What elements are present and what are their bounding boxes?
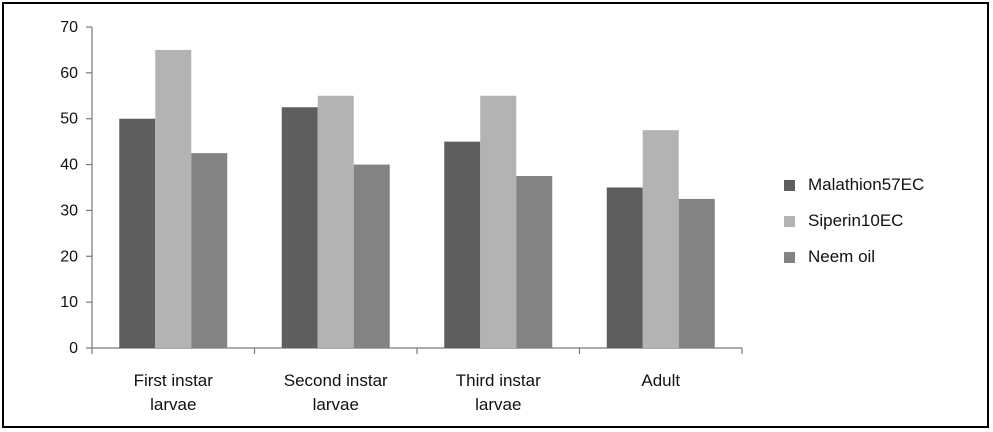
y-tick-label: 0 xyxy=(69,340,78,357)
bar-neem-oil-2 xyxy=(516,176,553,348)
y-tick-label: 30 xyxy=(60,202,78,219)
x-category-label: larvae xyxy=(475,395,521,414)
chart-labels: 0 10 20 30 40 50 60 70 First instar larvae Second … xyxy=(60,19,680,414)
bar-siperin10ec-1 xyxy=(317,95,354,349)
x-category-label: First instar xyxy=(134,371,214,390)
x-category-label: larvae xyxy=(150,395,196,414)
y-tick-label: 60 xyxy=(60,65,78,82)
legend-label-1: Siperin10EC xyxy=(808,211,903,230)
y-tick-label: 10 xyxy=(60,294,78,311)
bar-siperin10ec-2 xyxy=(480,95,517,349)
bar-neem-oil-1 xyxy=(353,164,390,348)
y-tick-label: 50 xyxy=(60,111,78,128)
legend-swatch-2 xyxy=(784,252,795,263)
legend-swatch-1 xyxy=(784,216,795,227)
bar-neem-oil-3 xyxy=(678,198,715,348)
legend-swatch-0 xyxy=(784,180,795,191)
bar-siperin10ec-3 xyxy=(642,130,679,348)
y-tick-label: 20 xyxy=(60,248,78,265)
bar-malathion57ec-3 xyxy=(606,187,643,348)
chart-legend: Malathion57EC Siperin10EC Neem oil xyxy=(784,175,924,266)
x-category-label: Adult xyxy=(641,371,680,390)
x-category-label: Third instar xyxy=(456,371,541,390)
bar-malathion57ec-1 xyxy=(281,107,318,348)
y-tick-label: 70 xyxy=(60,19,78,36)
bar-neem-oil-0 xyxy=(191,153,228,348)
x-category-label: larvae xyxy=(313,395,359,414)
bar-malathion57ec-2 xyxy=(444,141,481,348)
bar-siperin10ec-0 xyxy=(155,49,192,349)
legend-label-0: Malathion57EC xyxy=(808,175,924,194)
x-category-label: Second instar xyxy=(284,371,388,390)
bar-malathion57ec-0 xyxy=(119,118,156,348)
y-tick-label: 40 xyxy=(60,157,78,174)
chart-bars xyxy=(119,49,715,349)
legend-label-2: Neem oil xyxy=(808,247,875,266)
